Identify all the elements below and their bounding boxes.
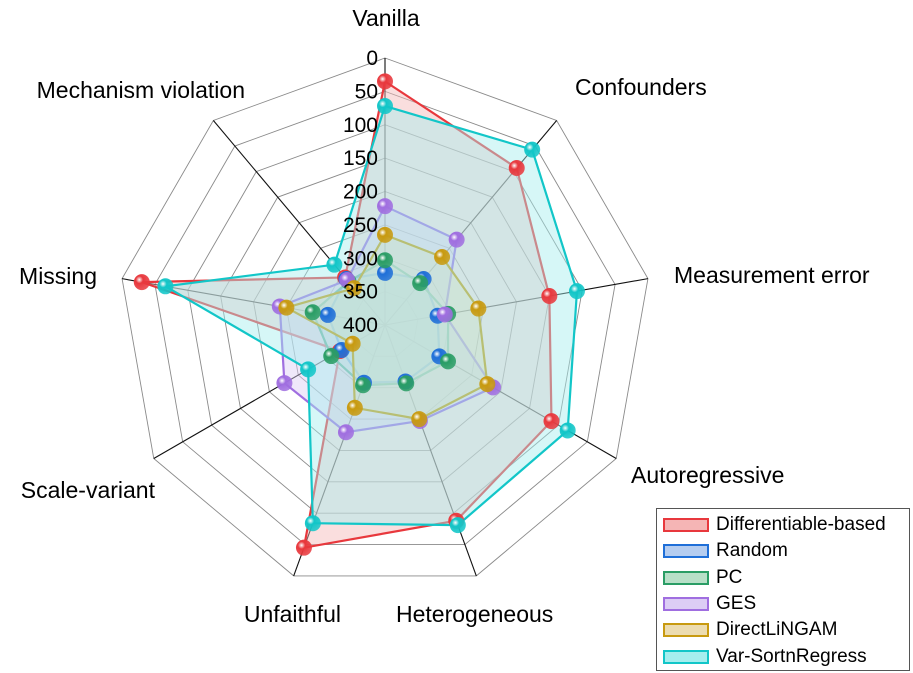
data-point-var-sortnregress: [326, 256, 343, 273]
legend-label: Differentiable-based: [716, 514, 886, 536]
data-point-differentiable-based: [295, 539, 312, 556]
data-point-ges: [436, 306, 453, 323]
radial-tick-labels: 0 50 100 150 200 250 300 350 400: [343, 47, 378, 337]
data-point-ges: [377, 198, 393, 215]
axis-label-measurement-error: Measurement error: [674, 262, 870, 288]
radial-tick-label: 300: [343, 247, 378, 270]
data-point-pc: [412, 275, 429, 292]
legend-label: GES: [716, 593, 757, 615]
data-point-directlingam: [411, 411, 428, 428]
legend-label: Var-SortnRegress: [716, 645, 867, 667]
data-point-directlingam: [344, 335, 361, 352]
grid-ring: [318, 257, 452, 389]
data-point-random: [377, 264, 393, 281]
axis-label-vanilla: Vanilla: [352, 5, 420, 31]
axis-label-mechanism-violation: Mechanism violation: [37, 77, 245, 103]
series-area-var-sortnregress: [162, 104, 579, 527]
data-point-pc: [304, 304, 321, 321]
axis-spoke: [384, 278, 649, 326]
legend-item-var-sortnregress[interactable]: Var-SortnRegress: [663, 643, 909, 669]
radial-tick-label: 50: [355, 80, 378, 103]
data-point-ges: [337, 424, 354, 441]
data-point-pc: [355, 377, 372, 394]
grid-ring: [187, 124, 583, 514]
grid-ring: [154, 90, 616, 545]
data-point-directlingam: [470, 300, 487, 317]
legend-swatch: [663, 518, 709, 533]
data-point-directlingam: [377, 226, 393, 243]
data-point-directlingam: [278, 299, 295, 316]
data-point-var-sortnregress: [559, 422, 576, 439]
legend-swatch: [663, 649, 709, 664]
data-point-pc: [323, 348, 340, 365]
data-point-pc: [440, 353, 457, 370]
radial-tick-label: 250: [343, 214, 378, 237]
data-point-directlingam: [346, 399, 363, 416]
series-area-differentiable-based: [141, 79, 553, 550]
grid-ring: [351, 291, 419, 357]
data-point-pc: [377, 252, 393, 269]
data-point-differentiable-based: [133, 274, 150, 291]
data-point-differentiable-based: [377, 73, 393, 90]
data-point-differentiable-based: [508, 160, 525, 177]
data-point-differentiable-based: [543, 413, 560, 430]
data-point-ges: [276, 375, 293, 392]
data-point-var-sortnregress: [449, 517, 466, 534]
data-point-var-sortnregress: [524, 141, 541, 158]
data-point-random: [319, 306, 336, 323]
grid-ring: [253, 191, 517, 451]
legend-label: DirectLiNGAM: [716, 619, 838, 641]
grid-ring: [121, 57, 649, 577]
radial-tick-label: 100: [343, 114, 378, 137]
legend-swatch: [663, 623, 709, 638]
data-point-directlingam: [479, 376, 496, 393]
radial-tick-label: 150: [343, 147, 378, 170]
axis-label-confounders: Confounders: [575, 74, 707, 100]
radar-grid: [121, 57, 649, 577]
legend-swatch: [663, 597, 709, 612]
radial-tick-label: 350: [343, 281, 378, 304]
data-point-var-sortnregress: [300, 361, 317, 378]
axis-label-unfaithful: Unfaithful: [244, 601, 341, 627]
legend-item-differentiable-based[interactable]: Differentiable-based: [663, 512, 909, 538]
data-point-directlingam: [346, 280, 363, 297]
legend-item-directlingam[interactable]: DirectLiNGAM: [663, 617, 909, 643]
axis-spoke: [293, 324, 386, 577]
data-point-var-sortnregress: [304, 515, 321, 532]
legend-swatch: [663, 570, 709, 585]
legend-label: Random: [716, 540, 788, 562]
axis-label-heterogeneous: Heterogeneous: [396, 601, 553, 627]
legend-swatch: [663, 544, 709, 559]
data-point-var-sortnregress: [568, 283, 585, 300]
legend-item-random[interactable]: Random: [663, 538, 909, 564]
axis-label-missing: Missing: [19, 263, 97, 289]
radial-tick-label: 200: [343, 181, 378, 204]
radar-series: [133, 73, 585, 556]
radial-tick-label: 400: [343, 314, 378, 337]
series-area-random: [326, 271, 441, 384]
data-point-ges: [448, 231, 465, 248]
data-point-pc: [398, 375, 415, 392]
series-area-directlingam: [283, 233, 489, 421]
legend-item-ges[interactable]: GES: [663, 591, 909, 617]
data-point-differentiable-based: [541, 288, 558, 305]
legend: Differentiable-based Random PC GES Direc…: [656, 508, 910, 671]
grid-ring: [220, 157, 550, 483]
axis-spoke: [384, 324, 617, 459]
axis-label-scale-variant: Scale-variant: [21, 477, 156, 503]
legend-item-pc[interactable]: PC: [663, 565, 909, 591]
data-point-var-sortnregress: [157, 278, 174, 295]
radial-tick-label: 0: [366, 47, 378, 70]
axis-label-autoregressive: Autoregressive: [631, 462, 784, 488]
axis-labels: Vanilla Confounders Measurement error Autor…: [19, 5, 870, 627]
data-point-var-sortnregress: [377, 98, 393, 115]
data-point-directlingam: [434, 248, 451, 265]
legend-label: PC: [716, 566, 743, 588]
axis-spoke: [384, 324, 477, 577]
